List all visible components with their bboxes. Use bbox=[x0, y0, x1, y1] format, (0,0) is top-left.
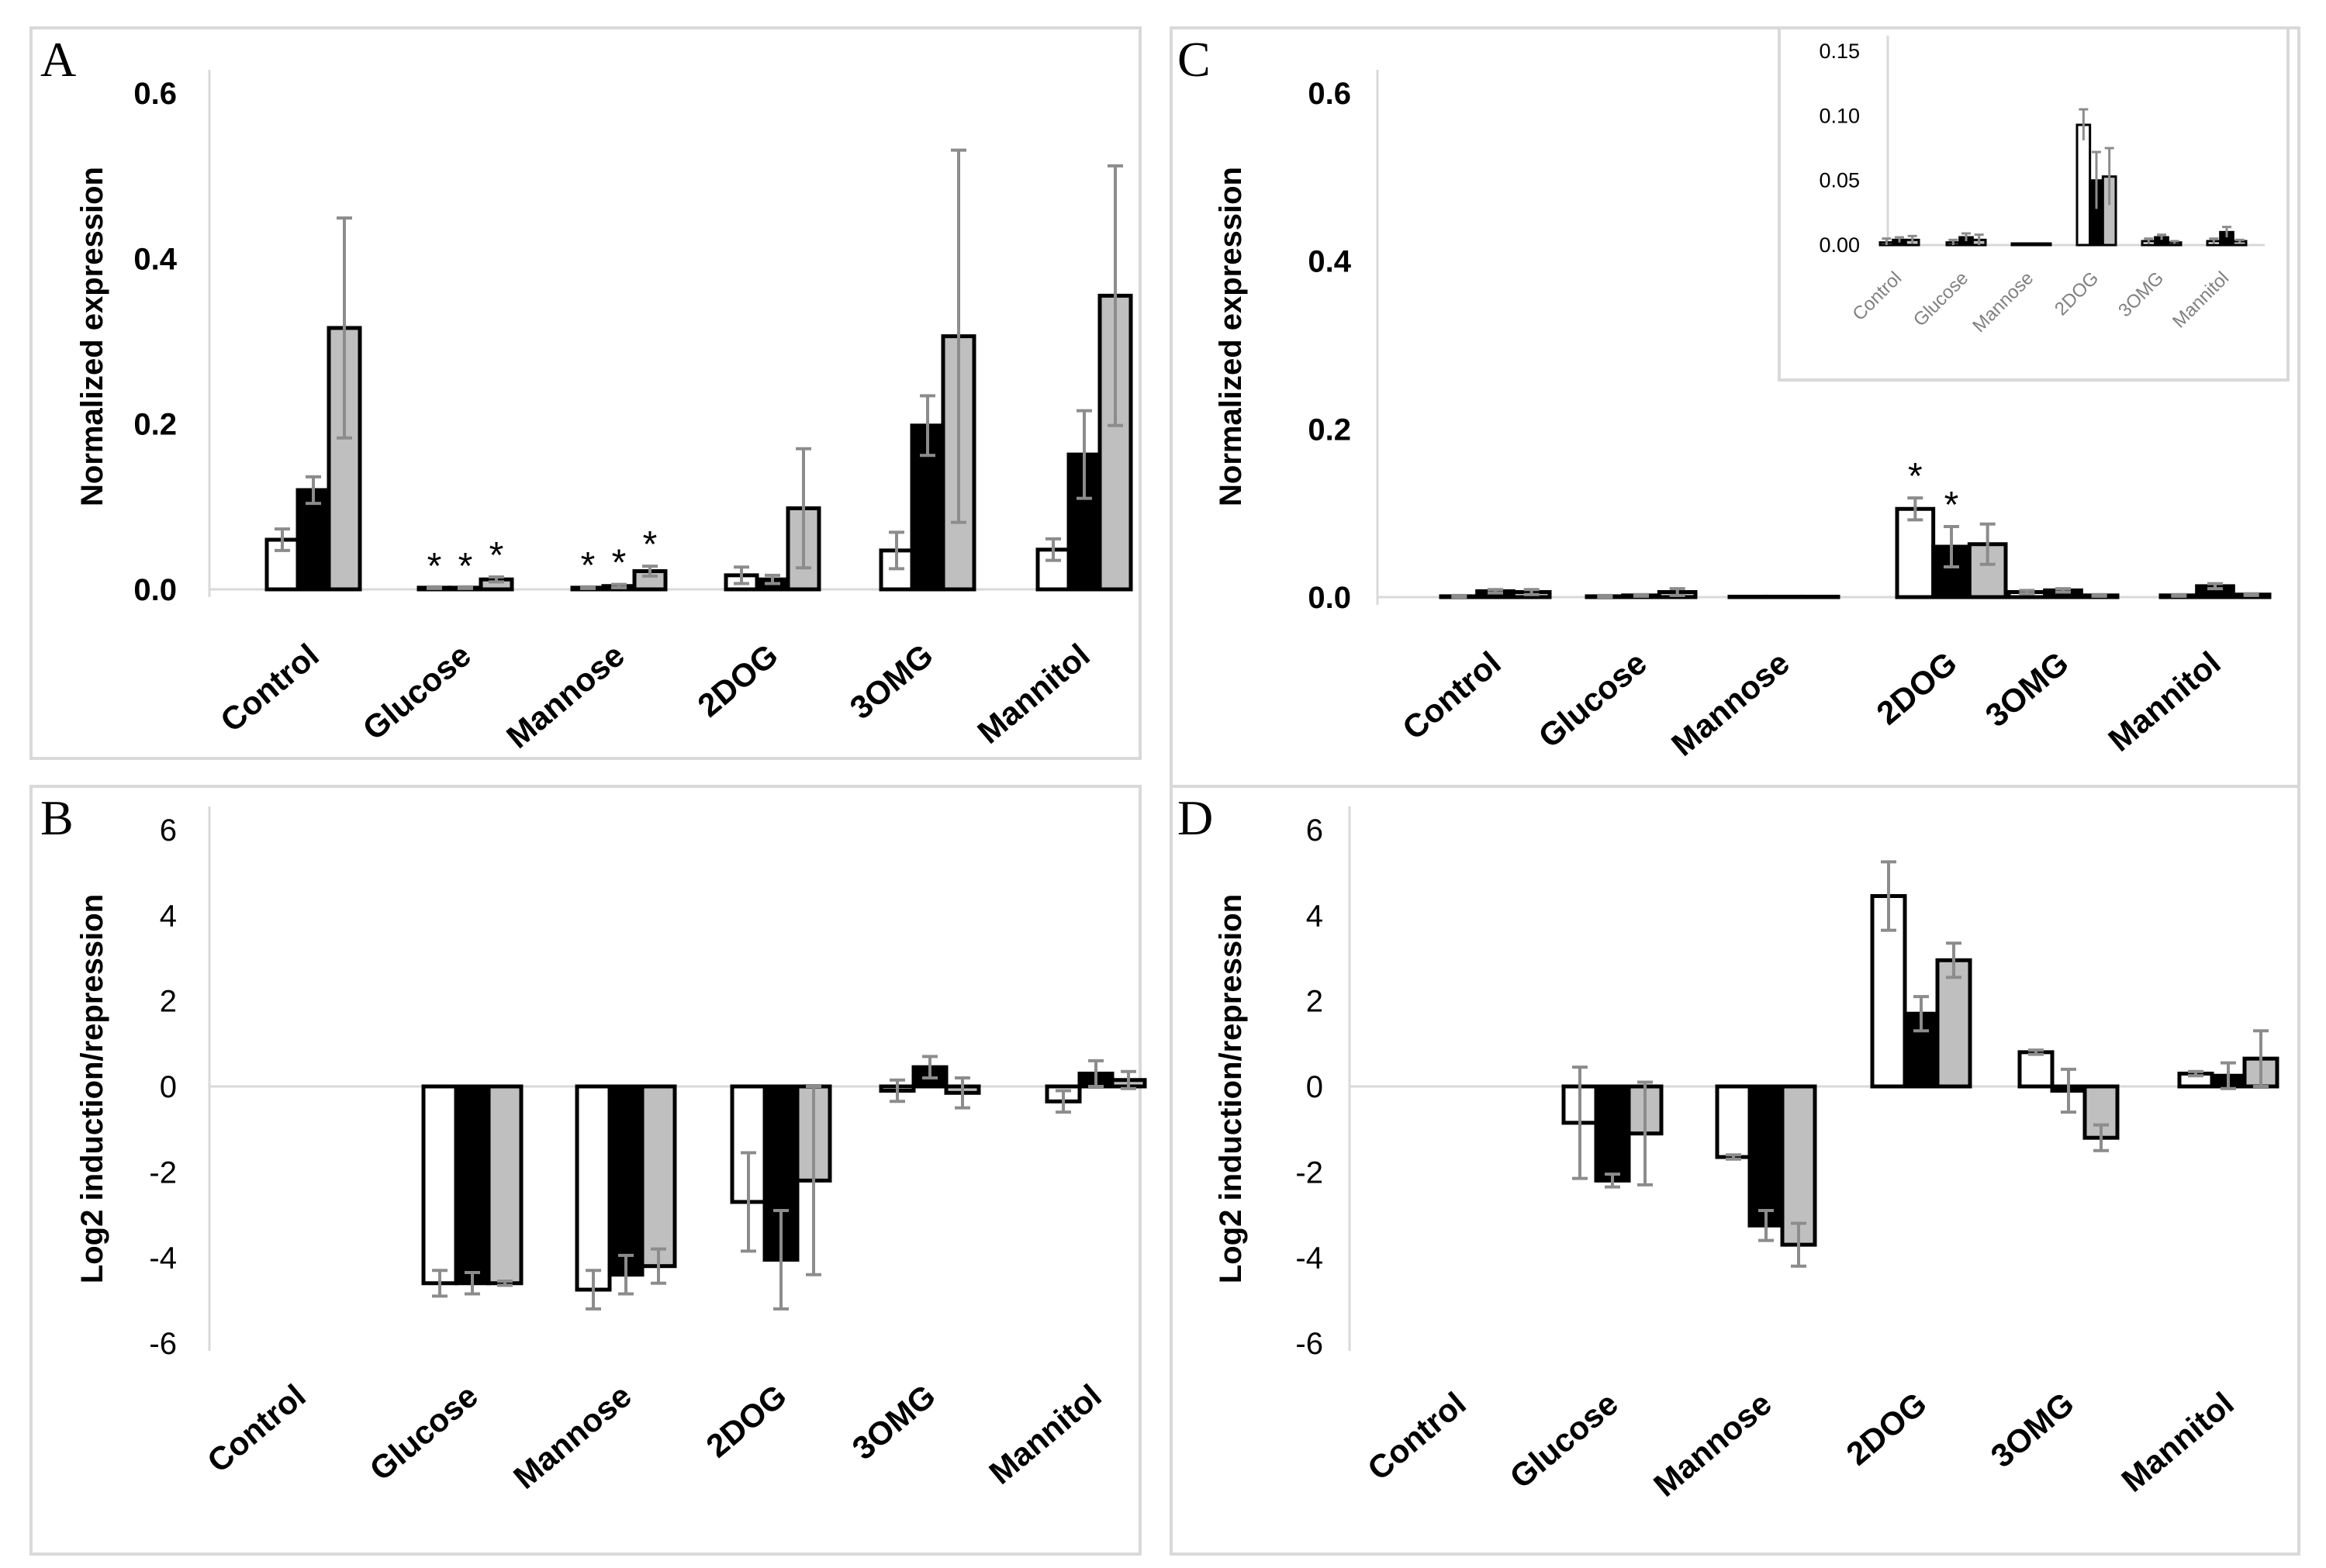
y-tick-label: -4 bbox=[149, 1242, 177, 1276]
bar bbox=[1935, 958, 1972, 1089]
bar bbox=[1747, 1084, 1785, 1228]
significance-star: * bbox=[458, 546, 473, 587]
y-tick-label: 0 bbox=[160, 1070, 177, 1104]
y-axis-title: Log2 induction/repression bbox=[1214, 894, 1248, 1283]
y-tick-label: -6 bbox=[1295, 1327, 1323, 1361]
significance-star: * bbox=[581, 545, 596, 586]
y-tick-label: 0.0 bbox=[133, 573, 177, 607]
bar bbox=[1895, 506, 1936, 599]
bar bbox=[486, 1084, 524, 1286]
bar bbox=[607, 1084, 645, 1277]
y-tick-label: 0.2 bbox=[1308, 413, 1351, 447]
bar bbox=[1764, 594, 1804, 599]
y-tick-label: 0.2 bbox=[133, 408, 177, 442]
y-tick-label: 0.0 bbox=[1308, 581, 1351, 615]
significance-star: * bbox=[643, 524, 658, 565]
panel-frame bbox=[1170, 785, 2300, 1556]
significance-star: * bbox=[489, 535, 504, 576]
inset-bar bbox=[2036, 242, 2052, 247]
y-tick-label: 0 bbox=[1306, 1070, 1323, 1104]
inset-bar bbox=[2075, 123, 2092, 247]
panel-letter: A bbox=[40, 32, 76, 87]
significance-star: * bbox=[612, 543, 627, 584]
y-tick-label: 2 bbox=[160, 985, 177, 1019]
bar bbox=[1715, 1084, 1752, 1159]
y-tick-label: 0.4 bbox=[133, 242, 177, 276]
y-tick-label: 0.4 bbox=[1308, 245, 1351, 279]
y-tick-label: -2 bbox=[149, 1155, 177, 1190]
bar bbox=[575, 1084, 612, 1292]
y-tick-label: 4 bbox=[160, 899, 177, 933]
panel-a: A 0.0 0.2 0.4 0.6 Normalized expression * * * * * *… bbox=[29, 26, 1142, 760]
y-tick-label: -4 bbox=[1295, 1242, 1323, 1276]
inset-y-tick-label: 0.15 bbox=[1819, 40, 1860, 63]
bar bbox=[296, 488, 331, 592]
y-tick-label: -6 bbox=[149, 1327, 177, 1361]
significance-star: * bbox=[1944, 485, 1959, 526]
significance-star: * bbox=[1908, 456, 1923, 497]
y-tick-label: 6 bbox=[160, 813, 177, 848]
y-tick-label: 0.6 bbox=[1308, 77, 1351, 111]
bar bbox=[1780, 1084, 1817, 1247]
bar bbox=[454, 1084, 491, 1286]
bar bbox=[1727, 594, 1768, 599]
y-axis-title: Normalized expression bbox=[75, 167, 109, 506]
y-tick-label: 4 bbox=[1306, 899, 1323, 933]
inset-y-tick-label: 0.00 bbox=[1819, 233, 1860, 257]
y-axis-title: Normalized expression bbox=[1214, 167, 1248, 506]
inset-y-tick-label: 0.05 bbox=[1819, 169, 1860, 192]
y-tick-label: 6 bbox=[1306, 813, 1323, 848]
bar bbox=[1799, 594, 1840, 599]
bar bbox=[2017, 1050, 2055, 1089]
bar bbox=[1594, 1084, 1631, 1183]
panel-letter: B bbox=[40, 790, 74, 845]
bar bbox=[640, 1084, 677, 1269]
inset-y-tick-label: 0.10 bbox=[1819, 104, 1860, 127]
significance-star: * bbox=[427, 546, 442, 587]
y-tick-label: 2 bbox=[1306, 985, 1323, 1019]
y-tick-label: 0.6 bbox=[133, 77, 177, 111]
inset-bar bbox=[2024, 242, 2039, 247]
inset-frame bbox=[1778, 26, 2290, 382]
bar bbox=[421, 1084, 458, 1286]
panel-letter: D bbox=[1177, 790, 1213, 845]
y-tick-label: -2 bbox=[1295, 1155, 1323, 1190]
y-axis-title: Log2 induction/repression bbox=[75, 894, 109, 1283]
panel-letter: C bbox=[1177, 32, 1211, 87]
inset-bar bbox=[2010, 242, 2027, 247]
